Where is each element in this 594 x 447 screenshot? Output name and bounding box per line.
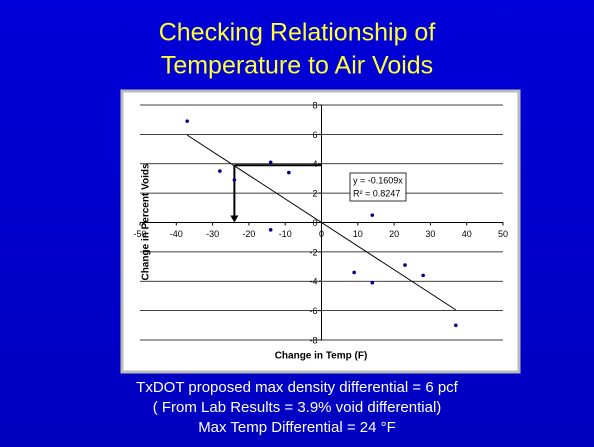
x-tick-label: -10 (279, 229, 292, 239)
point (218, 169, 222, 173)
y-tick-label: -2 (309, 247, 317, 257)
y-tick-label: -6 (309, 306, 317, 316)
y-tick-label: -8 (309, 335, 317, 345)
y-tick-label: 6 (312, 130, 317, 140)
trendline (186, 134, 457, 311)
y-axis-label: Change in Percent Voids (141, 163, 152, 280)
x-tick-label: -50 (133, 229, 146, 239)
equation: y = -0.1609x (353, 175, 403, 185)
note: ( From Lab Results = 3.9% void different… (153, 399, 442, 416)
point (287, 170, 291, 175)
x-axis-label: Change in Temp (F) (275, 351, 368, 362)
x-tick-label: -40 (170, 229, 183, 239)
point (268, 228, 273, 232)
x-tick-label: 10 (353, 229, 363, 239)
note: TxDOT proposed max density differential … (136, 379, 459, 396)
title-line: Checking Relationship of (159, 19, 436, 47)
x-tick-label: 20 (389, 229, 399, 239)
guide-arrow (230, 215, 239, 223)
point (421, 273, 425, 278)
y-tick-label: -4 (309, 277, 317, 287)
x-tick-label: 50 (498, 229, 508, 239)
x-tick-label: 30 (425, 229, 435, 239)
y-tick-label: 2 (312, 189, 317, 199)
y-tick-label: 8 (312, 100, 317, 110)
point (454, 323, 458, 328)
title-line: Temperature to Air Voids (161, 52, 433, 80)
y-tick-label: 4 (312, 159, 317, 169)
equation-box (349, 172, 407, 202)
point (268, 160, 273, 165)
point (370, 213, 375, 217)
x-tick-label: -30 (206, 229, 219, 239)
x-tick-label: -20 (242, 229, 255, 239)
point (232, 178, 237, 182)
point (352, 270, 356, 275)
r-squared: R² = 0.8247 (353, 188, 400, 198)
point (185, 119, 189, 123)
chart-frame (120, 89, 521, 374)
x-tick-label: 40 (462, 229, 472, 239)
point (403, 263, 407, 267)
point (370, 280, 375, 285)
note: Max Temp Differential = 24 °F (198, 419, 396, 436)
